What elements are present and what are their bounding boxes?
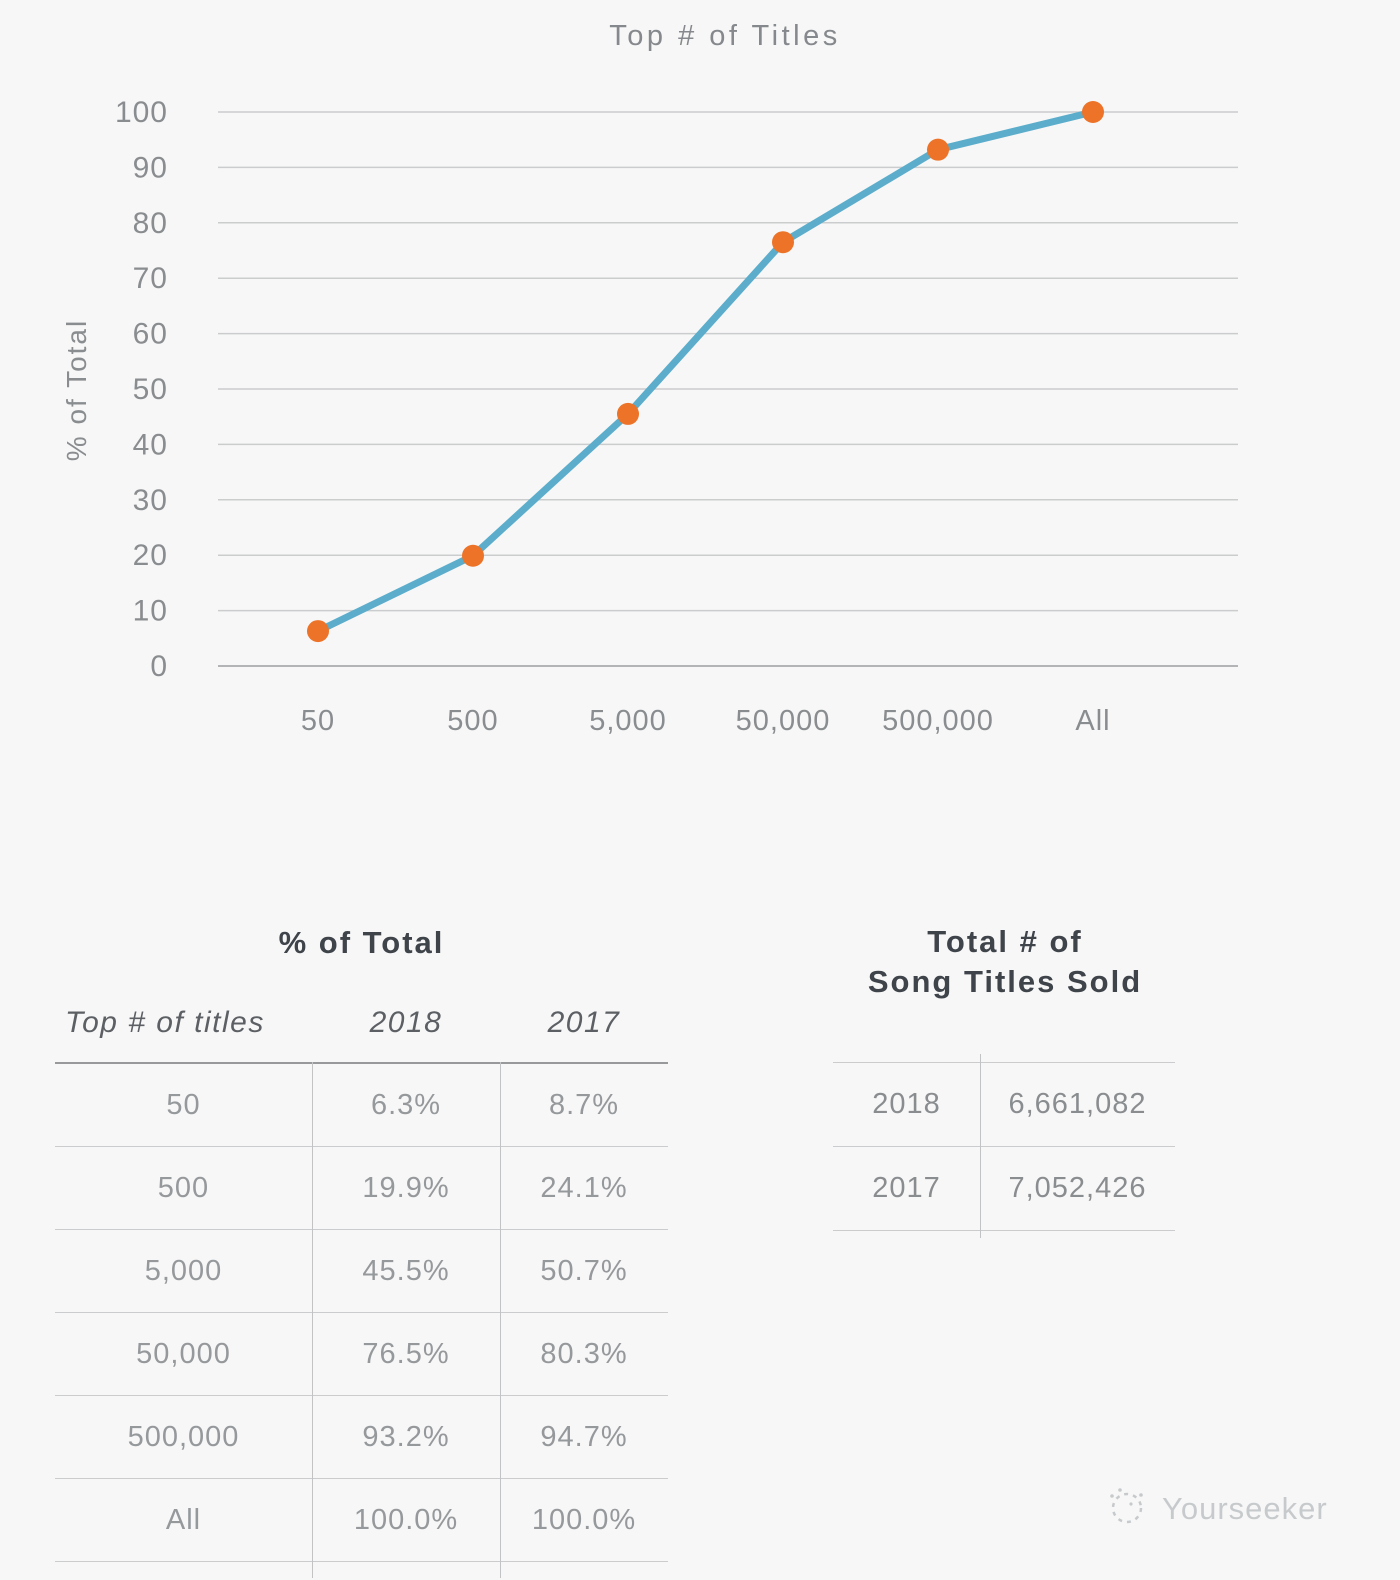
column-header-2018: 2018 xyxy=(369,1006,443,1039)
yourseeker-logo-icon xyxy=(1100,1480,1152,1537)
value-2017: 80.3% xyxy=(500,1313,668,1396)
y-tick-label: 50 xyxy=(133,373,168,406)
percent-table-title: % of Total xyxy=(278,925,445,960)
x-tick-label: 5,000 xyxy=(589,705,667,737)
totals-title-line2: Song Titles Sold xyxy=(867,964,1143,999)
value-2018: 19.9% xyxy=(312,1147,500,1230)
year-label: 2018 xyxy=(833,1063,980,1147)
value-2017: 100.0% xyxy=(500,1479,668,1562)
data-line xyxy=(314,108,1097,635)
x-tick-label: 50,000 xyxy=(736,705,831,737)
y-tick-label: 30 xyxy=(133,484,168,517)
data-point xyxy=(307,620,329,643)
percent-table-body: 50 6.3% 8.7% 500 19.9% 24.1% 5,000 45.5%… xyxy=(55,1062,668,1562)
row-label: 5,000 xyxy=(55,1230,312,1313)
y-tick-label: 100 xyxy=(115,96,168,129)
percent-table-column-headers: Top # of titles 2018 2017 xyxy=(55,1006,668,1050)
y-tick-label: 0 xyxy=(150,650,168,683)
row-label: 500 xyxy=(55,1147,312,1230)
row-label: 50,000 xyxy=(55,1313,312,1396)
x-tick-label: 500,000 xyxy=(882,705,994,737)
table-gridline xyxy=(312,1062,313,1578)
data-point xyxy=(462,544,484,567)
column-header-top-titles: Top # of titles xyxy=(65,1006,265,1039)
y-tick-label: 10 xyxy=(133,595,168,628)
x-tick-label: 50 xyxy=(301,705,335,737)
value-2018: 76.5% xyxy=(312,1313,500,1396)
table-gridline xyxy=(980,1054,981,1238)
y-tick-label: 80 xyxy=(133,207,168,240)
y-axis-title: % of Total xyxy=(61,318,92,462)
totals-table-title: Total # of Song Titles Sold xyxy=(833,922,1177,1002)
row-label: All xyxy=(55,1479,312,1562)
footer-watermark: Yourseeker xyxy=(1100,1480,1328,1537)
y-tick-label: 40 xyxy=(133,428,168,461)
value-2018: 93.2% xyxy=(312,1396,500,1479)
totals-title-line1: Total # of xyxy=(927,924,1083,959)
row-label: 50 xyxy=(55,1064,312,1147)
x-tick-label: All xyxy=(1075,705,1110,737)
row-label: 500,000 xyxy=(55,1396,312,1479)
table-gridline xyxy=(500,1062,501,1578)
total-value: 7,052,426 xyxy=(980,1147,1175,1231)
y-tick-label: 20 xyxy=(133,539,168,572)
total-value: 6,661,082 xyxy=(980,1063,1175,1147)
data-point xyxy=(772,231,794,254)
y-tick-label: 70 xyxy=(133,262,168,295)
value-2017: 50.7% xyxy=(500,1230,668,1313)
y-tick-label: 60 xyxy=(133,318,168,351)
totals-table-body: 2018 6,661,082 2017 7,052,426 xyxy=(833,1062,1175,1231)
value-2017: 8.7% xyxy=(500,1064,668,1147)
data-point xyxy=(617,402,639,425)
value-2017: 94.7% xyxy=(500,1396,668,1479)
value-2018: 6.3% xyxy=(312,1064,500,1147)
chart-title: Top # of Titles xyxy=(609,20,841,52)
x-tick-label: 500 xyxy=(447,705,498,737)
brand-name: Yourseeker xyxy=(1162,1490,1328,1526)
data-point xyxy=(927,138,949,161)
value-2018: 100.0% xyxy=(312,1479,500,1562)
line-chart: 0 10 20 30 40 50 60 70 80 90 100 50 500 5,000 50,000 50… xyxy=(115,96,1238,737)
year-label: 2017 xyxy=(833,1147,980,1231)
column-header-2017: 2017 xyxy=(547,1006,621,1039)
value-2018: 45.5% xyxy=(312,1230,500,1313)
value-2017: 24.1% xyxy=(500,1147,668,1230)
data-point xyxy=(1082,101,1104,123)
y-tick-label: 90 xyxy=(133,151,168,184)
